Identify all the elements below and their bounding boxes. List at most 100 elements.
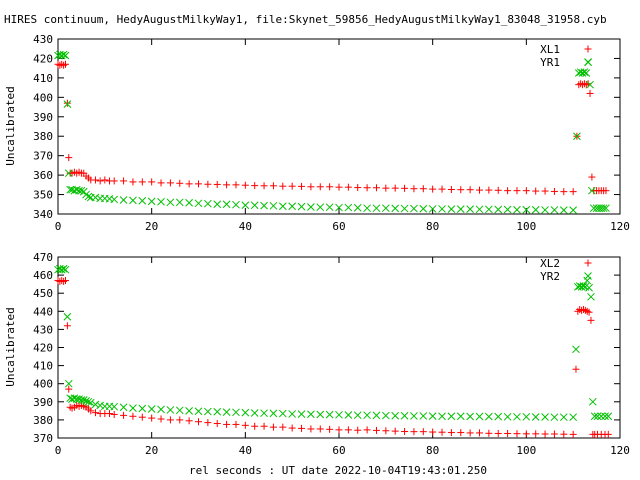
marker-xl2	[504, 429, 512, 437]
marker-yr2	[110, 402, 119, 411]
marker-yr2	[57, 265, 66, 274]
marker-xl2	[572, 365, 580, 373]
marker-xl2	[185, 417, 193, 425]
x-tick-label: 120	[610, 220, 630, 233]
marker-yr1	[77, 186, 86, 195]
marker-yr1	[522, 205, 531, 214]
marker-xl1	[382, 184, 390, 192]
top-panel: Uncalibrated 0 20 40 60 80 100 120 340 350 360 370…	[4, 33, 630, 233]
y-tick-label: 460	[33, 269, 53, 282]
marker-yr2	[503, 412, 512, 421]
marker-xl1	[410, 185, 418, 193]
marker-yr2	[353, 411, 362, 420]
marker-xl2	[604, 430, 612, 438]
marker-yr2	[419, 412, 428, 420]
x-tick-label: 100	[516, 444, 536, 457]
marker-yr1	[84, 192, 93, 201]
marker-yr2	[232, 408, 240, 417]
marker-yr2	[75, 395, 83, 403]
marker-xl2	[65, 385, 73, 393]
marker-xl2	[204, 419, 212, 427]
marker-xl1	[223, 181, 231, 189]
marker-yr2	[307, 410, 315, 419]
marker-yr1	[250, 201, 259, 210]
marker-xl2	[410, 428, 418, 436]
marker-yr1	[573, 132, 581, 141]
marker-xl2	[419, 428, 427, 436]
marker-xl2	[344, 426, 352, 434]
y-tick-label: 440	[33, 305, 53, 318]
marker-yr1	[503, 205, 512, 214]
marker-xl1	[204, 180, 212, 188]
marker-yr2	[260, 409, 268, 418]
x-tick-label: 20	[145, 444, 158, 457]
marker-xl2	[363, 426, 371, 434]
marker-yr2	[157, 405, 165, 414]
marker-xl2	[587, 316, 595, 324]
marker-yr2	[213, 407, 222, 416]
marker-yr2	[84, 397, 93, 406]
bottom-panel-ylabel: Uncalibrated	[4, 307, 17, 386]
marker-yr2	[63, 312, 72, 321]
marker-xl2	[372, 426, 380, 434]
marker-yr2	[64, 379, 73, 388]
marker-xl2	[288, 424, 296, 432]
marker-xl1	[185, 180, 193, 188]
marker-yr2	[381, 411, 390, 420]
marker-yr2	[82, 397, 90, 405]
marker-xl1	[485, 186, 493, 194]
marker-xl1	[120, 177, 128, 185]
marker-yr1	[222, 200, 231, 209]
marker-yr2	[604, 412, 613, 421]
marker-yr1	[541, 206, 549, 214]
marker-xl2	[581, 306, 589, 314]
marker-yr1	[466, 205, 474, 213]
marker-yr1	[513, 205, 521, 214]
marker-xl2	[138, 413, 146, 421]
marker-xl2	[157, 415, 165, 423]
marker-xl2	[583, 307, 591, 315]
x-tick-label: 40	[239, 444, 252, 457]
marker-xl2	[466, 429, 474, 437]
marker-yr1	[72, 185, 81, 194]
marker-yr2	[466, 412, 474, 421]
bottom-panel-frame	[57, 256, 621, 439]
marker-xl1	[504, 187, 512, 195]
marker-xl1	[494, 186, 502, 194]
marker-yr2	[129, 404, 137, 412]
marker-xl2	[129, 412, 137, 420]
marker-yr1	[241, 201, 250, 210]
marker-xl1	[532, 187, 540, 195]
marker-yr1	[91, 193, 100, 202]
marker-xl2	[241, 421, 249, 429]
y-tick-label: 450	[33, 287, 53, 300]
marker-yr1	[438, 205, 446, 213]
marker-xl1	[60, 61, 68, 69]
marker-xl1	[316, 183, 324, 191]
marker-yr2	[559, 413, 568, 422]
marker-yr1	[166, 198, 175, 207]
marker-xl1	[457, 186, 465, 194]
marker-yr2	[593, 412, 602, 421]
marker-xl2	[522, 430, 530, 438]
marker-yr1	[204, 199, 212, 208]
marker-yr2	[456, 412, 465, 421]
marker-yr1	[278, 202, 287, 211]
marker-yr2	[278, 409, 287, 418]
marker-xl1	[541, 187, 549, 195]
marker-xl2	[63, 322, 71, 330]
marker-xl2	[585, 308, 593, 316]
y-tick-label: 400	[33, 378, 53, 391]
marker-yr1	[456, 205, 465, 213]
marker-xl1	[513, 187, 521, 195]
marker-xl2	[195, 418, 202, 426]
y-tick-label: 370	[33, 150, 53, 163]
marker-yr1	[419, 204, 428, 213]
marker-xl2	[148, 414, 156, 422]
marker-xl2	[550, 430, 558, 438]
marker-yr1	[602, 204, 610, 213]
marker-yr1	[119, 196, 128, 204]
marker-yr2	[316, 410, 325, 419]
marker-yr1	[485, 205, 493, 214]
marker-yr2	[185, 406, 193, 415]
